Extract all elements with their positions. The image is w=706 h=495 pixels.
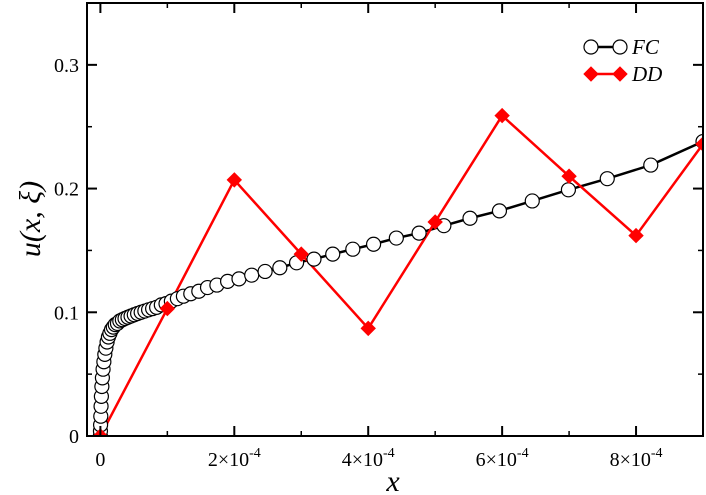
data-point-fc	[599, 171, 615, 187]
data-point-fc	[345, 241, 361, 257]
legend-marker-fc	[583, 39, 599, 55]
data-point-fc	[491, 203, 508, 219]
x-tick-label: 2×10-4	[208, 446, 261, 471]
data-point-fc	[257, 263, 273, 280]
data-point-fc	[325, 246, 341, 262]
data-point-dd	[293, 246, 309, 262]
data-point-fc	[560, 182, 577, 198]
x-axis-title: x	[385, 465, 400, 495]
data-point-dd	[159, 300, 176, 317]
y-tick-label: 0.1	[54, 302, 79, 324]
y-tick-label: 0.3	[54, 55, 79, 77]
y-tick-label: 0	[69, 426, 79, 448]
data-point-fc	[462, 210, 478, 226]
x-tick-label: 4×10-4	[342, 446, 395, 471]
series-line-dd	[99, 113, 703, 436]
data-layer	[92, 107, 703, 436]
data-point-dd	[360, 320, 376, 337]
data-point-dd	[695, 136, 703, 152]
data-point-dd	[628, 227, 644, 244]
data-point-fc	[388, 230, 404, 246]
y-tick-label: 0.2	[54, 179, 79, 201]
data-point-fc	[524, 193, 540, 209]
y-axis-title: u(x, ξ)	[14, 181, 47, 257]
data-point-dd	[226, 172, 243, 188]
legend-marker-dd	[583, 66, 599, 82]
data-point-fc	[231, 271, 247, 287]
data-point-fc	[365, 236, 382, 252]
legend-marker-fc	[612, 39, 628, 55]
data-point-dd	[561, 168, 577, 184]
x-tick-label: 8×10-4	[610, 446, 663, 471]
data-point-fc	[272, 260, 288, 276]
legend-label-fc: FC	[631, 35, 660, 59]
data-point-dd	[427, 214, 443, 230]
legend-label-dd: DD	[631, 62, 662, 86]
data-point-dd	[494, 107, 510, 124]
data-point-fc	[244, 267, 260, 283]
plot-frame	[86, 2, 704, 437]
data-point-fc	[411, 225, 427, 241]
data-point-fc	[306, 251, 322, 267]
data-point-fc	[643, 157, 659, 173]
legend-marker-dd	[612, 66, 628, 82]
x-tick-label: 6×10-4	[476, 446, 529, 471]
legend: FC DD	[583, 35, 662, 86]
ticks-layer: 0 0.1 0.2 0.3 0 2×10-4 4×10-4 6×10-4 8×10-4	[54, 3, 703, 471]
x-tick-label: 0	[95, 449, 105, 471]
